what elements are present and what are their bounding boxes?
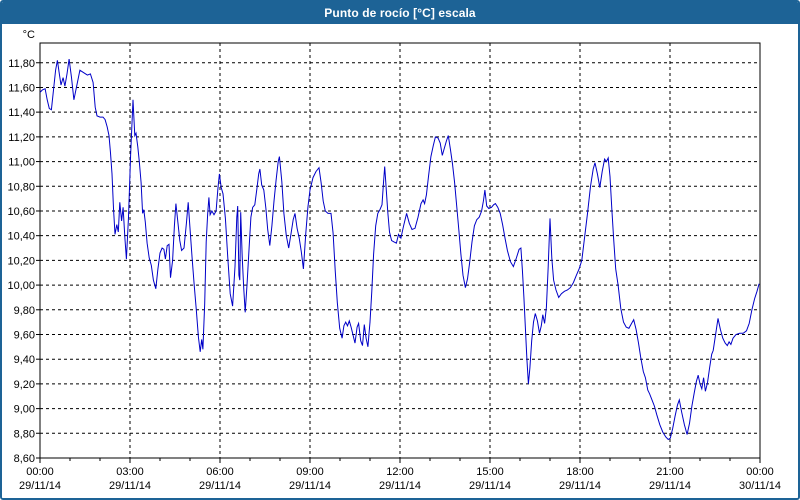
y-tick-label: 10,00 xyxy=(7,280,35,292)
y-tick-label: 10,40 xyxy=(7,231,35,243)
y-tick-label: 10,80 xyxy=(7,181,35,193)
x-tick-time-label: 00:00 xyxy=(26,466,54,478)
x-tick-date-label: 29/11/14 xyxy=(19,480,61,492)
chart-svg: 8,60 8,80 9,00 9,20 9,40 9,60 9,80 10,00 10,20 10… xyxy=(7,29,781,492)
x-tick-time-label: 00:00 xyxy=(746,466,774,478)
y-tick-label: 10,20 xyxy=(7,255,35,267)
y-tick-label: 9,20 xyxy=(14,379,35,391)
y-tick-label: 9,80 xyxy=(14,305,35,317)
x-tick-time-label: 03:00 xyxy=(116,466,144,478)
x-tick-time-label: 09:00 xyxy=(296,466,324,478)
y-axis-unit-label: °C xyxy=(23,29,35,41)
title-bar: Punto de rocío [°C] escala xyxy=(2,2,798,24)
window-title: Punto de rocío [°C] escala xyxy=(324,6,476,20)
y-tick-label: 11,60 xyxy=(8,82,35,94)
x-tick-date-label: 29/11/14 xyxy=(289,480,331,492)
y-tick-label: 9,40 xyxy=(14,354,35,366)
plot-frame xyxy=(39,42,761,459)
y-tick-label: 11,40 xyxy=(8,107,35,119)
y-tick-label: 11,00 xyxy=(8,157,35,169)
x-tick-time-label: 15:00 xyxy=(476,466,504,478)
x-tick-date-label: 30/11/14 xyxy=(739,480,781,492)
x-tick-date-label: 29/11/14 xyxy=(379,480,421,492)
x-tick-date-label: 29/11/14 xyxy=(559,480,601,492)
y-tick-label: 9,60 xyxy=(14,329,35,341)
y-tick-label: 8,60 xyxy=(14,453,35,465)
y-tick-label: 9,00 xyxy=(14,404,35,416)
x-tick-date-label: 29/11/14 xyxy=(199,480,241,492)
x-tick-time-label: 21:00 xyxy=(656,466,684,478)
y-tick-label: 11,80 xyxy=(8,58,35,70)
x-tick-date-label: 29/11/14 xyxy=(109,480,151,492)
x-tick-date-label: 29/11/14 xyxy=(469,480,511,492)
x-tick-date-label: 29/11/14 xyxy=(649,480,691,492)
y-tick-label: 10,60 xyxy=(7,206,35,218)
chart-area: 8,60 8,80 9,00 9,20 9,40 9,60 9,80 10,00 10,20 10… xyxy=(2,24,798,498)
series-line xyxy=(39,59,760,441)
x-tick-time-label: 18:00 xyxy=(566,466,594,478)
y-tick-label: 11,20 xyxy=(8,132,35,144)
x-tick-time-label: 06:00 xyxy=(206,466,234,478)
x-tick-time-label: 12:00 xyxy=(386,466,414,478)
y-tick-label: 8,80 xyxy=(14,428,35,440)
